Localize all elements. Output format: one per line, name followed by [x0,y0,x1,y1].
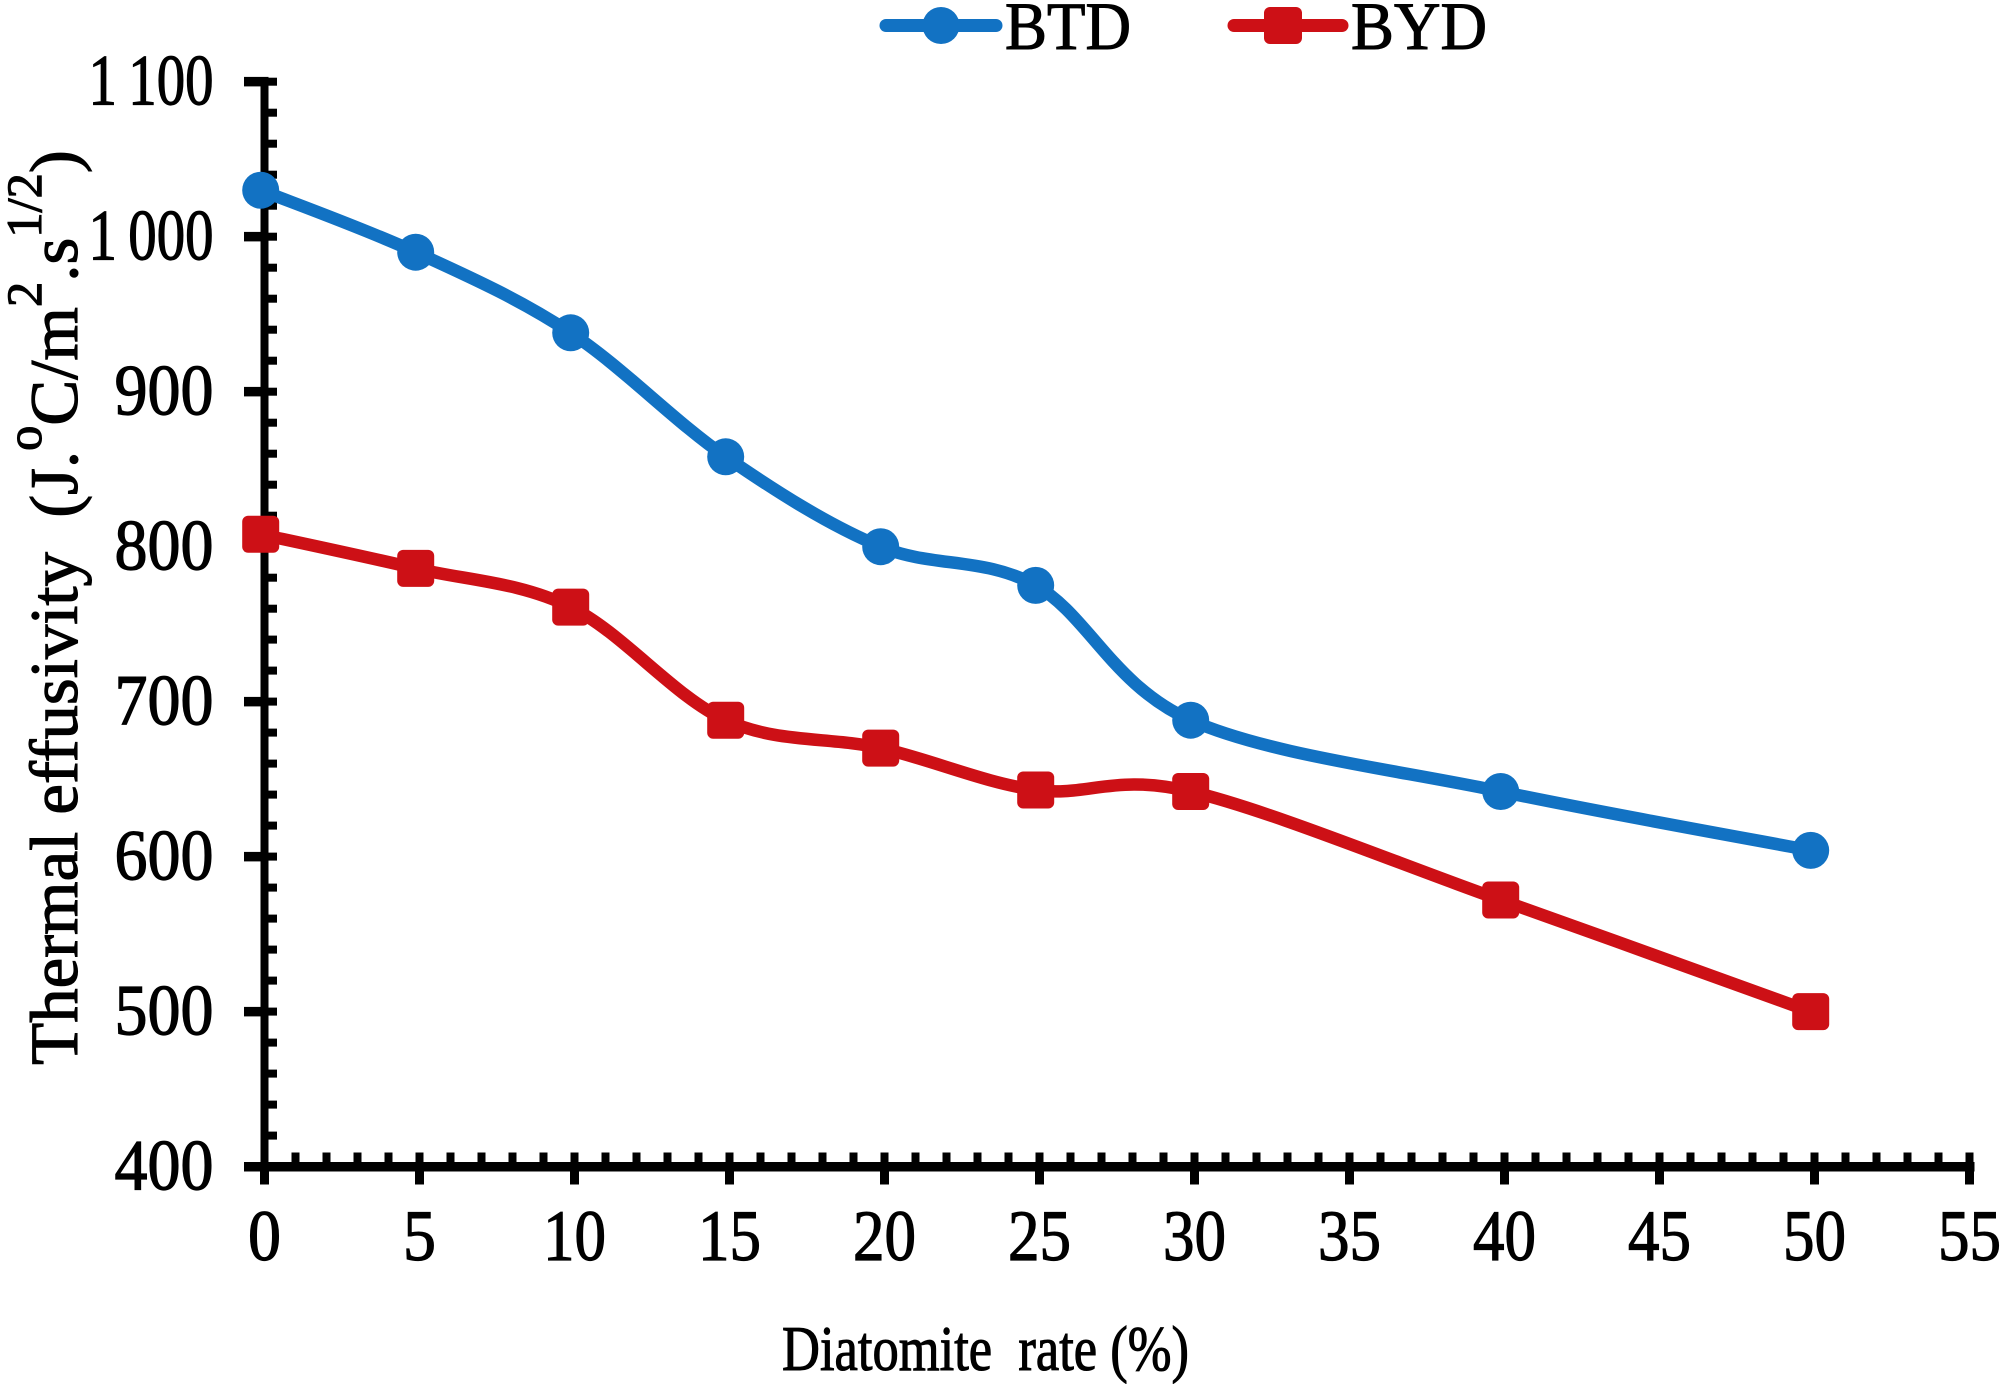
svg-text:25: 25 [1008,1197,1071,1276]
svg-text:5: 5 [403,1197,436,1276]
svg-text:500: 500 [114,971,213,1050]
svg-text:55: 55 [1938,1197,2000,1276]
svg-text:BYD: BYD [1351,0,1487,64]
svg-text:600: 600 [114,816,213,895]
svg-text:45: 45 [1628,1197,1691,1276]
svg-text:1 000: 1 000 [89,196,214,275]
svg-text:BTD: BTD [1005,0,1131,64]
svg-text:Diatomite rate (%): Diatomite rate (%) [782,1313,1189,1384]
svg-text:900: 900 [114,351,213,430]
svg-text:35: 35 [1318,1197,1381,1276]
svg-text:800: 800 [114,506,213,585]
svg-text:1 100: 1 100 [89,41,214,120]
svg-text:400: 400 [114,1126,213,1205]
svg-text:40: 40 [1473,1197,1536,1276]
svg-text:700: 700 [114,661,213,740]
svg-text:0: 0 [248,1197,281,1276]
svg-text:30: 30 [1163,1197,1226,1276]
svg-text:20: 20 [853,1197,916,1276]
svg-text:15: 15 [698,1197,761,1276]
svg-text:10: 10 [543,1197,606,1276]
svg-text:50: 50 [1783,1197,1846,1276]
